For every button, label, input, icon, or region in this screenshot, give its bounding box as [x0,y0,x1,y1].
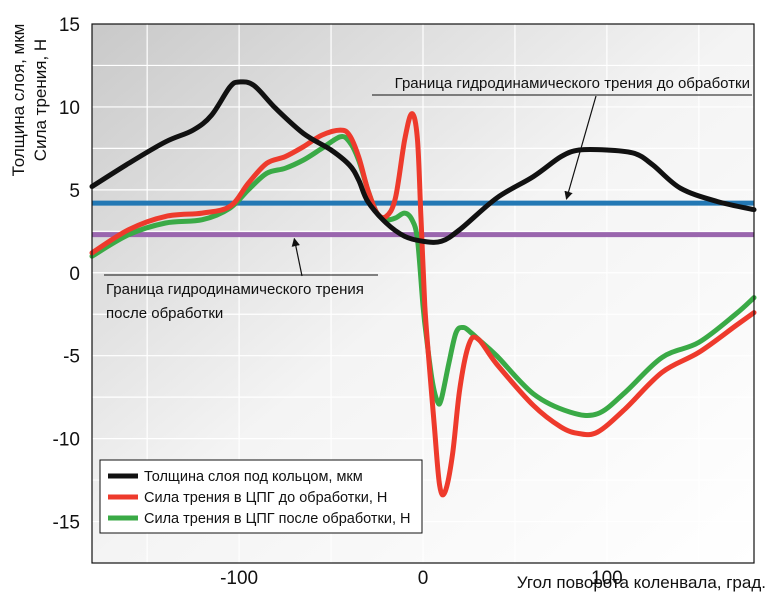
x-tick-labels: -100 0 100 [220,568,623,589]
series-line-friction-before [89,111,757,498]
legend: Толщина слоя под кольцом, мкм Сила трени… [99,459,423,534]
annotation-after-treatment-line1: Граница гидродинамического трения [106,281,364,298]
series-line-thickness [89,79,757,245]
y-tick-label: 15 [59,15,80,36]
y-tick-label: 0 [69,264,80,285]
plot-frame [91,23,755,564]
legend-box [99,459,423,534]
annotation-before-arrow [564,95,597,200]
legend-label-before: Сила трения в ЦПГ до обработки, Н [144,490,387,506]
y-tick-label: 5 [69,181,80,202]
x-tick-label: 100 [591,568,623,589]
x-tick-label: -100 [220,568,258,589]
legend-label-thickness: Толщина слоя под кольцом, мкм [144,469,363,485]
x-tick-label: 0 [418,568,429,589]
annotation-before-treatment: Граница гидродинамического трения до обр… [395,75,750,92]
y-tick-label: -5 [63,347,80,368]
y-axis-label-line2: Сила трения, Н [31,39,50,161]
y-tick-labels: 15 10 5 0 -5 -10 -15 [53,15,80,534]
y-tick-label: -15 [53,513,80,534]
annotation-after-treatment-line2: после обработки [106,305,223,322]
series-group [89,79,757,498]
annotation-after-arrow [291,237,303,277]
legend-label-after: Сила трения в ЦПГ после обработки, Н [144,511,411,527]
y-axis-label-line1: Толщина слоя, мкм [9,24,28,177]
y-tick-label: -10 [53,430,80,451]
x-axis-label: Угол поворота коленвала, град. [517,573,766,592]
y-tick-label: 10 [59,98,80,119]
